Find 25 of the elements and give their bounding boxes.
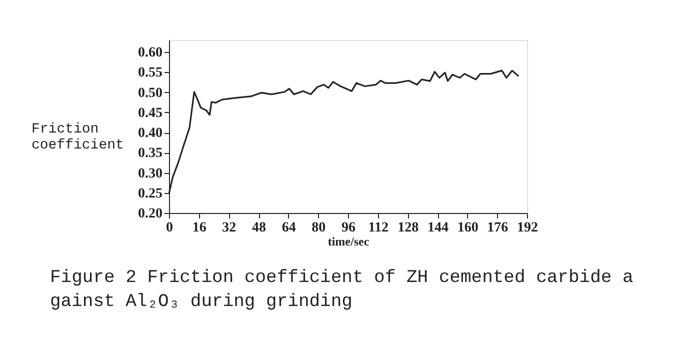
y-axis-title: Friction coefficient: [32, 122, 124, 154]
x-tick-label: 144: [428, 220, 448, 236]
y-tick-label: 0.35: [138, 146, 162, 162]
x-tick-label: 32: [222, 220, 236, 236]
y-tick-label: 0.25: [138, 186, 162, 202]
y-tick-label: 0.20: [138, 206, 162, 222]
x-axis-title: time/sec: [328, 234, 370, 248]
x-tick-label: 96: [342, 220, 356, 236]
y-tick-label: 0.40: [138, 126, 162, 142]
x-tick-label: 16: [192, 220, 206, 236]
x-tick-label: 128: [398, 220, 419, 236]
x-tick-label: 192: [517, 220, 538, 236]
x-tick-label: 160: [457, 220, 478, 236]
caption: Figure 2 Friction coefficient of ZH cemented carbide against Al₂O₃ during grinding: [50, 268, 634, 312]
y-tick-label: 0.50: [138, 86, 162, 101]
x-tick-label: 176: [487, 220, 508, 236]
x-tick-label: 0: [166, 220, 173, 236]
x-tick-label: 64: [282, 220, 296, 236]
x-tick-label: 112: [368, 220, 388, 236]
y-tick-label: 0.60: [138, 46, 162, 61]
x-tick-label: 80: [312, 220, 326, 236]
y-tick-label: 0.45: [138, 106, 162, 121]
x-tick-label: 48: [252, 220, 266, 236]
y-tick-label: 0.55: [138, 66, 162, 81]
y-tick-label: 0.30: [138, 166, 162, 182]
